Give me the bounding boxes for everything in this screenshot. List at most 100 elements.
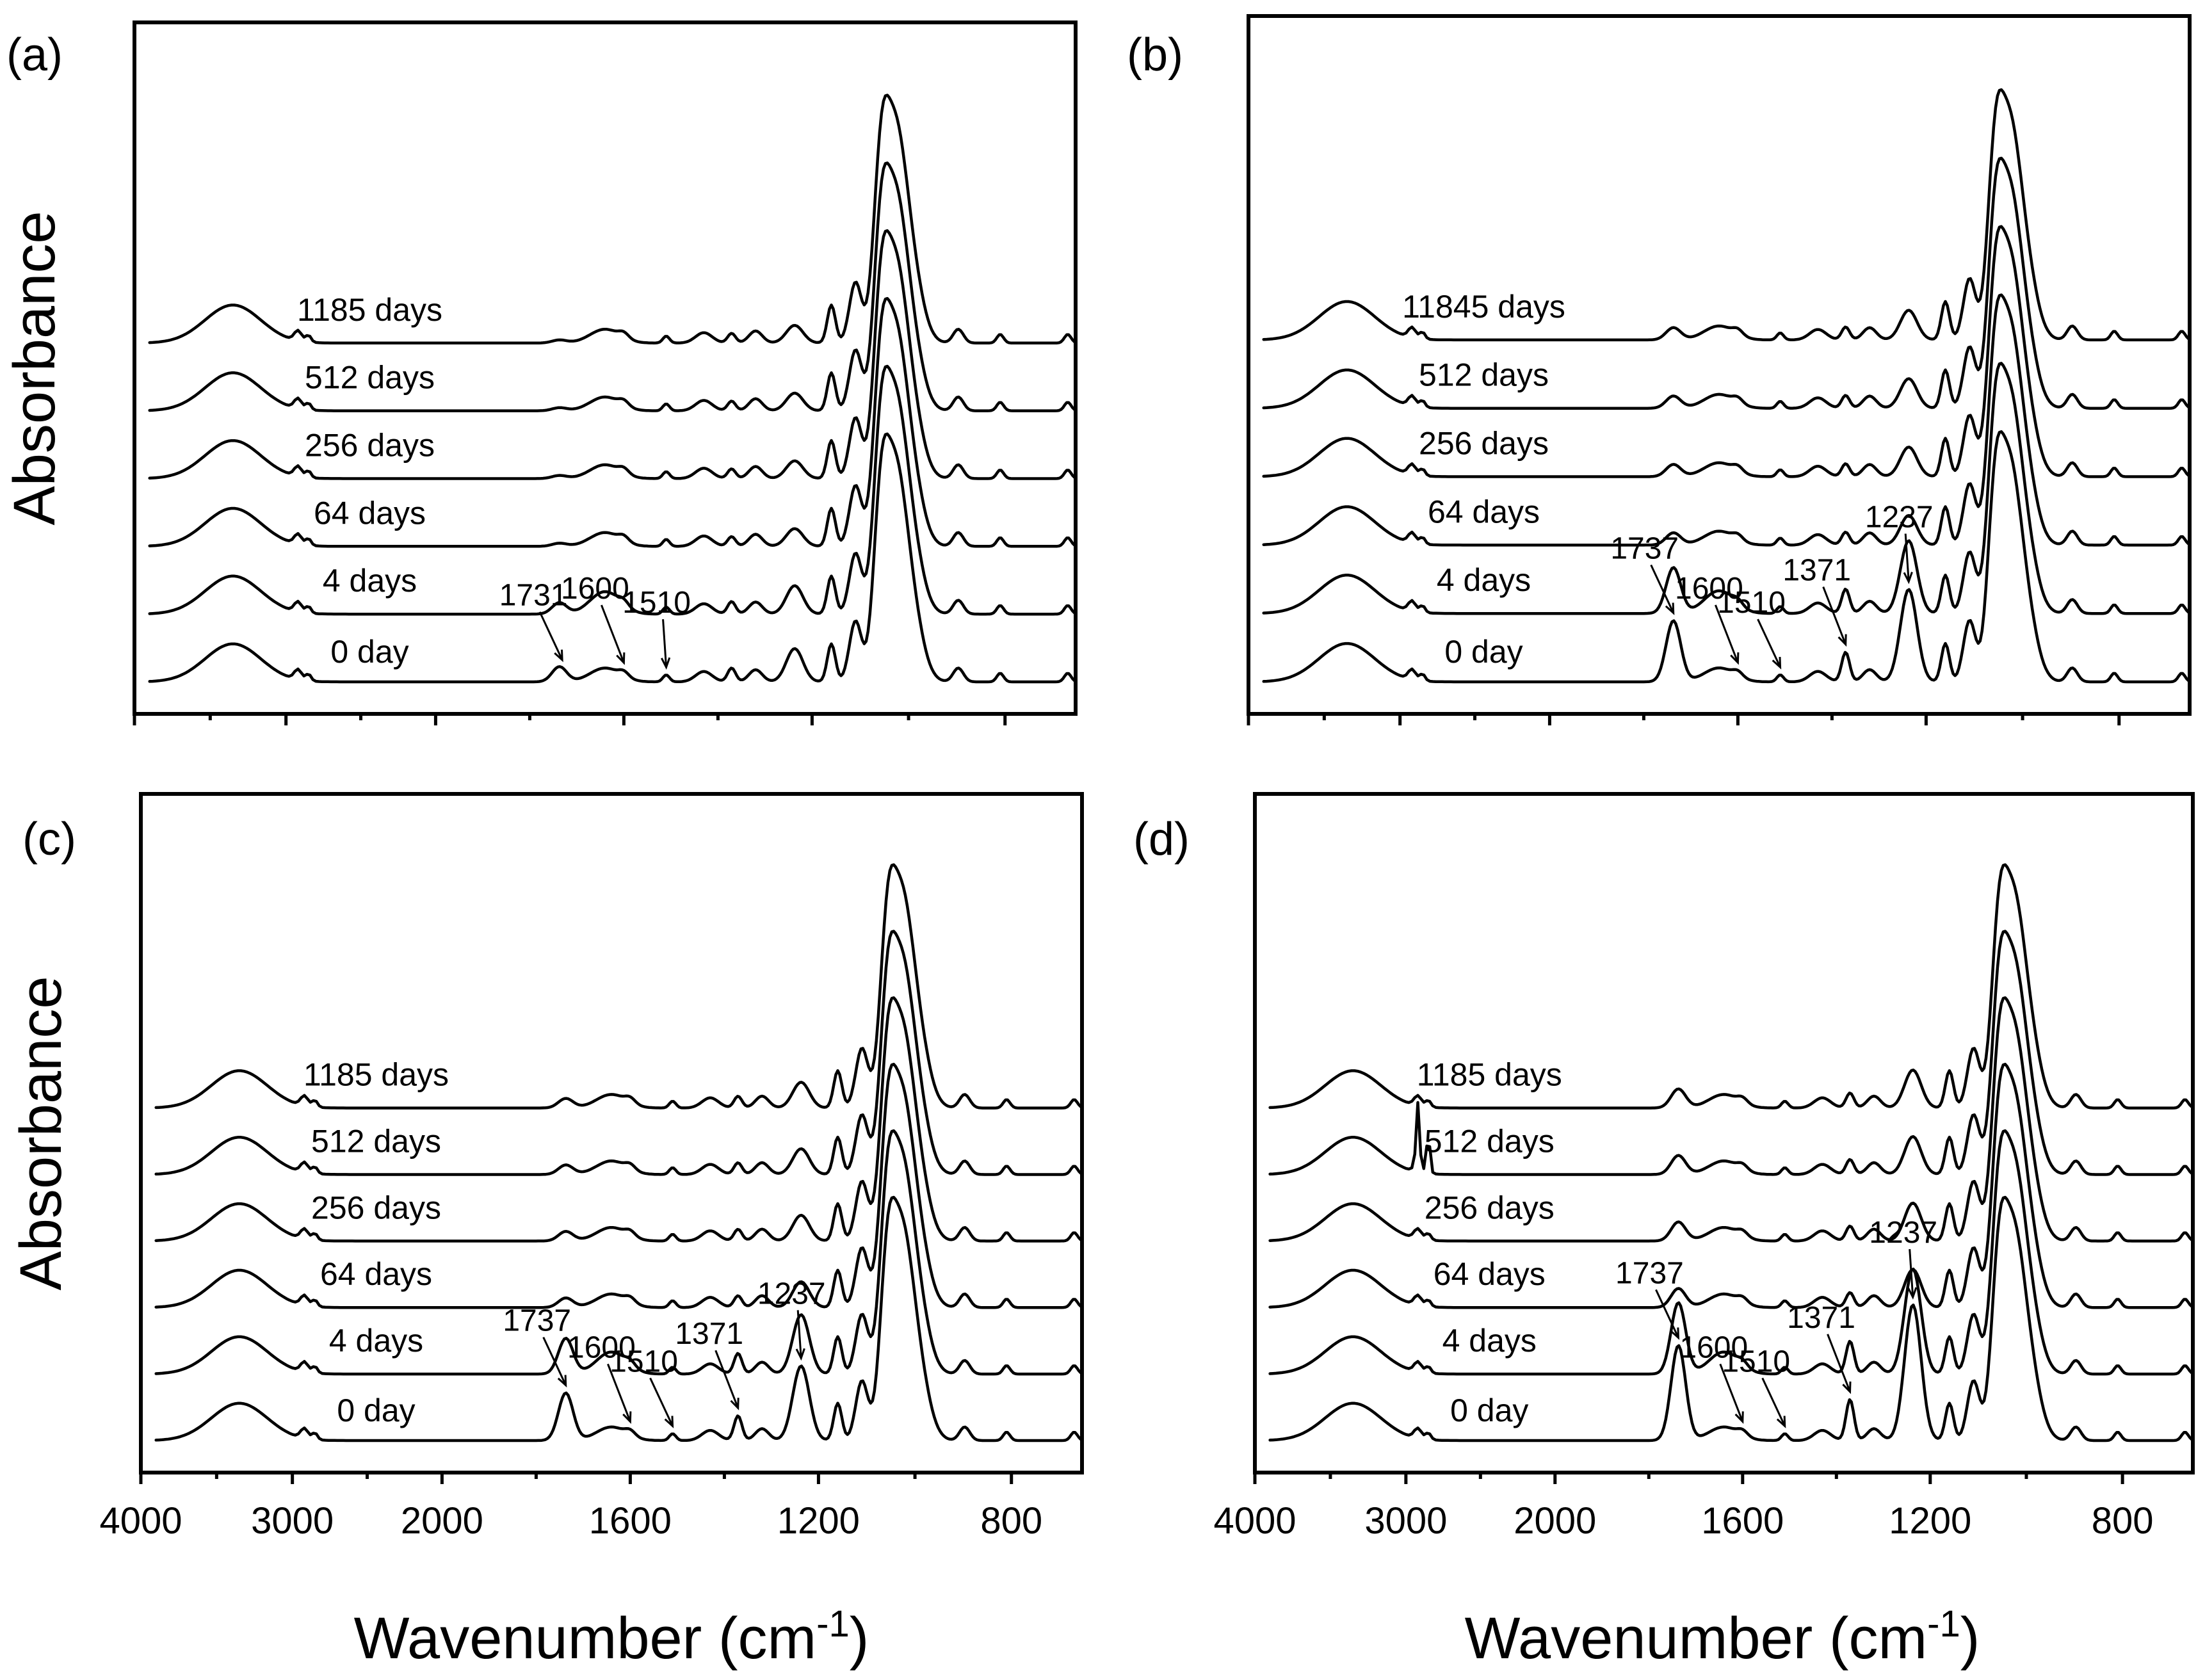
panel-label: (a) xyxy=(6,29,63,81)
annotation-arrowhead xyxy=(1772,657,1782,670)
annotation-arrowhead xyxy=(616,652,626,665)
y-axis-label: Absorbance xyxy=(2,211,67,526)
annotation-arrowhead xyxy=(730,1398,739,1410)
series-label: 256 days xyxy=(1419,426,1549,462)
plot-frame xyxy=(1253,792,2195,1474)
annotation-arrow xyxy=(649,1377,674,1427)
annotation-arrow xyxy=(542,1336,567,1386)
x-axis-label: Wavenumber (cm-1) xyxy=(354,1603,869,1671)
series-label: 512 days xyxy=(305,360,435,396)
spectrum-line xyxy=(1268,1195,2193,1442)
annotation-arrow xyxy=(662,619,668,668)
peak-annotation: 1600 xyxy=(1675,572,1743,606)
annotation-arrowhead xyxy=(661,657,671,670)
series-label: 64 days xyxy=(1428,494,1540,529)
spectrum-line xyxy=(154,1062,1083,1309)
x-axis-label-main: Wavenumber (cm xyxy=(354,1606,817,1671)
spectrum-line xyxy=(148,93,1076,345)
x-tick-label: 1200 xyxy=(1889,1500,1971,1542)
annotation-arrowhead xyxy=(1907,1287,1918,1300)
peak-annotation: 1510 xyxy=(622,586,691,620)
x-axis-label-sup: -1 xyxy=(816,1603,850,1645)
annotation-arrow xyxy=(607,1363,631,1422)
series-label: 512 days xyxy=(311,1123,441,1159)
spectrum-line xyxy=(148,364,1076,616)
series-label: 4 days xyxy=(323,563,417,599)
peak-annotation: 1371 xyxy=(1787,1301,1855,1335)
annotation-arrow xyxy=(1761,1377,1786,1427)
chart-panel-3: 4000 3000 2000 1600 1200 800 (d) Wavenumber (cm… xyxy=(1133,792,2195,1671)
plot-frame xyxy=(139,792,1084,1474)
chart-panel-0: (a) Absorbance 1185 days 512 days 256 days 64… xyxy=(2,20,1078,725)
peak-annotation: 1600 xyxy=(561,572,629,606)
series-label: 64 days xyxy=(314,495,426,531)
series-label: 512 days xyxy=(1425,1123,1555,1159)
annotation-arrow xyxy=(1909,1248,1914,1298)
annotation-arrow xyxy=(538,611,563,661)
series-label: 256 days xyxy=(305,427,435,463)
annotation-arrowhead xyxy=(1842,1381,1852,1394)
series-label: 1185 days xyxy=(1417,1057,1562,1093)
annotation-arrow xyxy=(601,604,625,663)
annotation-arrow xyxy=(1822,586,1847,645)
spectrum-line xyxy=(154,863,1083,1110)
series-label: 64 days xyxy=(1434,1256,1546,1292)
x-axis-label-sup: -1 xyxy=(1927,1603,1960,1645)
spectrum-line xyxy=(1262,293,2190,547)
peak-annotation: 1237 xyxy=(757,1277,826,1311)
spectrum-line xyxy=(1268,996,2193,1243)
x-tick-label: 1200 xyxy=(777,1500,860,1542)
peak-annotation: 1737 xyxy=(1615,1256,1684,1290)
spectrum-line xyxy=(1268,863,2193,1110)
series-label: 0 day xyxy=(330,634,408,670)
annotation-arrowhead xyxy=(1734,1411,1744,1425)
peak-annotation: 1510 xyxy=(610,1345,678,1378)
chart-panel-2: 4000 3000 2000 1600 1200 800 (c) Absorbance Wave… xyxy=(8,792,1084,1671)
spectrum-line xyxy=(154,1129,1083,1376)
annotation-arrow xyxy=(1650,564,1675,614)
plot-frame xyxy=(1247,14,2192,716)
panel-label: (b) xyxy=(1127,29,1183,81)
series-label: 4 days xyxy=(1442,1323,1537,1359)
series-label: 256 days xyxy=(1425,1190,1555,1225)
x-tick-label: 4000 xyxy=(1213,1500,1296,1542)
annotation-arrowhead xyxy=(1838,634,1847,647)
spectrum-line xyxy=(1268,930,2193,1176)
spectrum-line xyxy=(1262,225,2190,478)
peak-annotation: 1600 xyxy=(1679,1330,1748,1364)
series-label: 1185 days xyxy=(303,1057,449,1093)
peak-annotation: 1737 xyxy=(503,1304,571,1338)
series-label: 256 days xyxy=(311,1190,441,1225)
peak-annotation: 1731 xyxy=(499,579,568,613)
plot-frame xyxy=(133,20,1078,716)
panel-label: (d) xyxy=(1133,814,1190,865)
x-tick-label: 4000 xyxy=(99,1500,182,1542)
annotation-arrowhead xyxy=(664,1416,674,1428)
x-tick-label: 3000 xyxy=(1364,1500,1447,1542)
peak-annotation: 1600 xyxy=(567,1330,636,1364)
x-tick-label: 2000 xyxy=(1514,1500,1596,1542)
annotation-arrow xyxy=(1719,1363,1744,1422)
annotation-arrow xyxy=(1757,618,1781,668)
annotation-arrowhead xyxy=(554,649,563,663)
peak-annotation: 1737 xyxy=(1610,531,1679,565)
spectrum-line xyxy=(154,1195,1083,1442)
x-axis-label: Wavenumber (cm-1) xyxy=(1465,1603,1980,1671)
series-label: 0 day xyxy=(337,1393,415,1428)
annotation-arrow xyxy=(796,1310,802,1359)
spectrum-line xyxy=(148,229,1076,480)
peak-annotation: 1510 xyxy=(1717,586,1786,620)
series-label: 11845 days xyxy=(1402,289,1565,325)
spectrum-line xyxy=(1262,88,2190,342)
annotation-arrowhead xyxy=(1730,652,1740,665)
y-axis-label: Absorbance xyxy=(8,976,74,1291)
chart-panel-1: (b) 11845 days 512 days 256 days 64 days 4 da… xyxy=(1127,14,2192,725)
x-tick-label: 1600 xyxy=(589,1500,672,1542)
x-axis-label-main: Wavenumber (cm xyxy=(1465,1606,1928,1671)
annotation-arrow xyxy=(1715,604,1739,663)
spectrum-line xyxy=(1262,156,2190,410)
series-label: 4 days xyxy=(1437,562,1531,598)
series-label: 64 days xyxy=(320,1256,432,1292)
series-label: 1185 days xyxy=(297,292,442,328)
